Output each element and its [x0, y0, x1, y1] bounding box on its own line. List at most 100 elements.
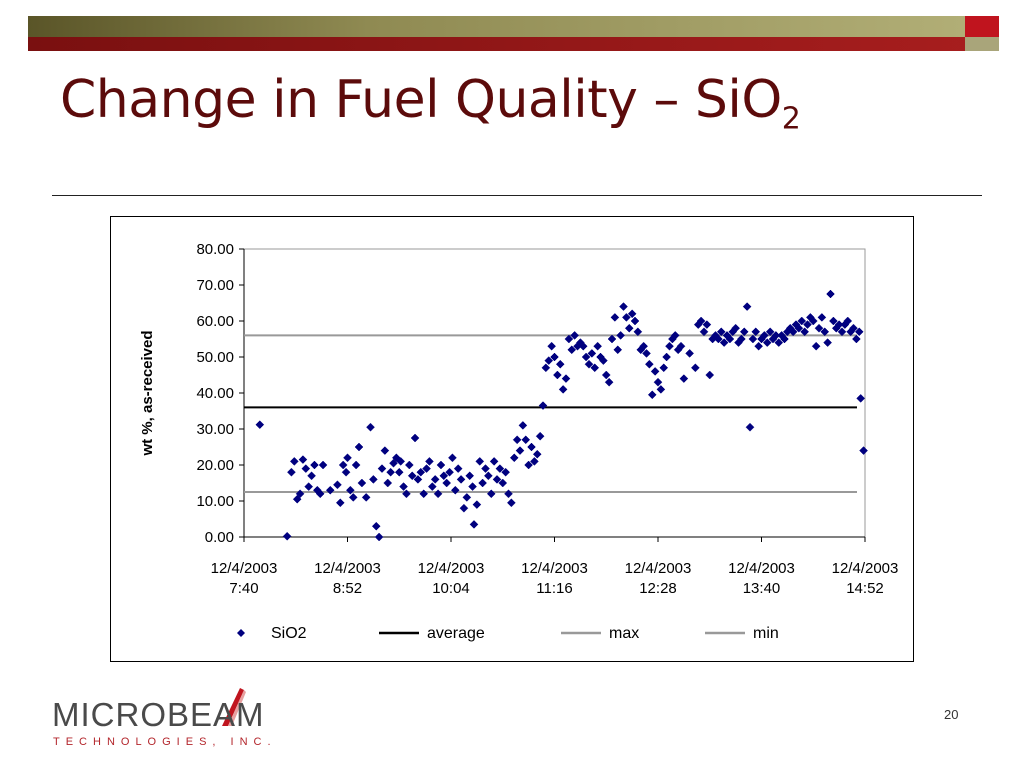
data-point-sio2	[377, 464, 387, 473]
data-point-sio2	[255, 420, 265, 430]
data-point-sio2	[702, 320, 712, 329]
data-point-sio2	[404, 460, 414, 470]
data-point-sio2	[472, 500, 482, 509]
data-point-sio2	[475, 457, 485, 466]
data-point-sio2	[335, 498, 345, 508]
y-tick-label: 70.00	[196, 277, 234, 294]
x-tick-label: 12/4/2003	[521, 560, 588, 577]
data-point-sio2	[774, 338, 784, 347]
data-point-sio2	[659, 363, 669, 373]
data-point-sio2	[820, 327, 830, 337]
data-point-sio2	[459, 503, 469, 513]
data-point-sio2	[550, 352, 559, 362]
data-point-sio2	[469, 520, 479, 529]
data-point-sio2	[453, 464, 463, 473]
data-point-sio2	[808, 316, 818, 326]
header-bar-olive	[28, 16, 999, 37]
data-point-sio2	[590, 363, 600, 373]
data-point-sio2	[837, 327, 847, 337]
data-point-sio2	[348, 493, 358, 502]
data-point-sio2	[333, 480, 342, 490]
data-point-sio2	[647, 390, 657, 400]
data-point-sio2	[765, 327, 775, 337]
data-point-sio2	[354, 442, 364, 452]
data-point-sio2	[642, 349, 651, 358]
data-point-sio2	[676, 341, 686, 351]
data-point-sio2	[304, 482, 314, 491]
data-point-sio2	[748, 334, 758, 344]
data-point-sio2	[811, 341, 821, 351]
data-point-sio2	[627, 309, 637, 319]
data-point-sio2	[555, 359, 565, 369]
data-point-sio2	[599, 356, 608, 365]
y-tick-label: 20.00	[196, 457, 234, 474]
legend-label-sio2: SiO2	[271, 625, 307, 642]
data-point-sio2	[814, 323, 824, 333]
legend-label-max: max	[609, 625, 639, 642]
y-tick-label: 10.00	[196, 493, 234, 510]
chart-frame: 0.00 10.00 20.00 30.00 40.00 50.00 60.00 70.00 8…	[110, 216, 914, 662]
x-tick-label: 11:16	[536, 580, 572, 597]
slide-title: Change in Fuel Quality – SiO2	[60, 70, 801, 136]
logo-tagline: TECHNOLOGIES, INC.	[53, 736, 277, 748]
data-point-sio2	[670, 331, 680, 340]
data-point-sio2	[731, 323, 740, 333]
plot-area	[243, 248, 866, 538]
data-point-sio2	[282, 531, 292, 541]
data-point-sio2	[544, 356, 554, 365]
data-point-sio2	[407, 471, 417, 481]
y-tick-label: 0.00	[205, 529, 234, 546]
data-point-sio2	[498, 478, 508, 488]
data-point-sio2	[685, 349, 694, 358]
data-point-sio2	[800, 327, 809, 337]
data-point-sio2	[512, 435, 522, 445]
data-point-sio2	[501, 467, 510, 477]
data-point-sio2	[524, 460, 533, 470]
data-point-sio2	[450, 485, 460, 495]
data-point-sio2	[419, 489, 429, 499]
x-tick-label: 12/4/2003	[832, 560, 899, 577]
x-tick-label: 12/4/2003	[625, 560, 692, 577]
data-point-sio2	[630, 316, 640, 326]
data-point-sio2	[719, 338, 729, 347]
data-point-sio2	[653, 377, 663, 387]
data-point-sio2	[465, 471, 475, 481]
data-point-sio2	[287, 467, 296, 477]
data-point-sio2	[341, 467, 351, 477]
data-point-sio2	[295, 489, 305, 499]
data-point-sio2	[486, 489, 496, 499]
data-point-sio2	[507, 498, 516, 508]
data-point-sio2	[662, 352, 671, 362]
data-point-sio2	[610, 313, 620, 322]
data-point-sio2	[587, 349, 597, 358]
data-point-sio2	[433, 489, 443, 499]
data-point-sio2	[762, 338, 772, 347]
logo-wordmark: MICROBEAM	[52, 696, 265, 733]
data-point-sio2	[745, 422, 755, 432]
data-point-sio2	[532, 449, 542, 459]
data-point-sio2	[301, 464, 311, 473]
data-point-sio2	[843, 316, 853, 326]
data-point-sio2	[380, 446, 390, 455]
y-tick-label: 50.00	[196, 349, 234, 366]
data-point-sio2	[725, 334, 735, 344]
legend-label-average: average	[427, 625, 485, 642]
data-point-sio2	[616, 331, 625, 340]
data-point-sio2	[852, 334, 861, 344]
data-point-sio2	[567, 345, 577, 355]
data-point-sio2	[318, 460, 328, 470]
page-number: 20	[944, 707, 959, 722]
data-point-sio2	[541, 363, 551, 373]
data-point-sio2	[829, 316, 838, 326]
data-point-sio2	[527, 442, 536, 452]
data-point-sio2	[639, 341, 648, 351]
data-point-sio2	[371, 521, 381, 531]
data-point-sio2	[430, 475, 440, 484]
data-point-sio2	[338, 460, 348, 470]
data-point-sio2	[593, 341, 602, 351]
data-point-sio2	[445, 467, 454, 477]
data-point-sio2	[509, 453, 519, 463]
x-tick-label: 12:28	[639, 580, 677, 597]
data-point-sio2	[298, 455, 308, 464]
data-point-sio2	[584, 359, 594, 369]
